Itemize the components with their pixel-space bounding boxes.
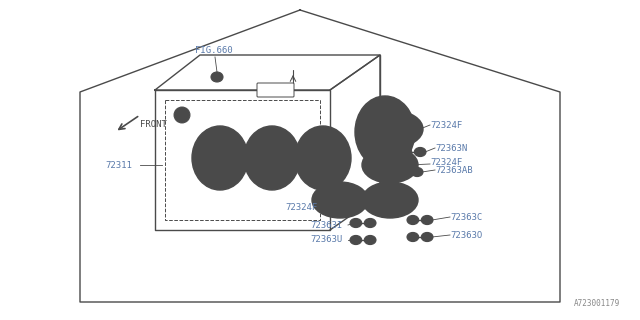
Text: A723001179: A723001179 <box>573 299 620 308</box>
Ellipse shape <box>323 189 357 211</box>
Ellipse shape <box>362 147 418 183</box>
Ellipse shape <box>350 219 362 228</box>
Ellipse shape <box>421 232 433 242</box>
Text: FRONT: FRONT <box>140 120 167 129</box>
Ellipse shape <box>203 138 237 178</box>
Ellipse shape <box>355 96 415 168</box>
Text: FIG.660: FIG.660 <box>195 45 232 54</box>
Ellipse shape <box>417 150 423 154</box>
Ellipse shape <box>407 215 419 225</box>
Ellipse shape <box>367 238 372 242</box>
Ellipse shape <box>373 154 407 176</box>
Ellipse shape <box>410 218 415 222</box>
Ellipse shape <box>350 236 362 244</box>
Ellipse shape <box>174 107 190 123</box>
Text: 72324F: 72324F <box>430 121 462 130</box>
Ellipse shape <box>295 126 351 190</box>
Ellipse shape <box>353 238 358 242</box>
Text: 72363O: 72363O <box>450 230 483 239</box>
Ellipse shape <box>403 150 408 154</box>
Ellipse shape <box>414 148 426 156</box>
Ellipse shape <box>373 189 407 211</box>
Ellipse shape <box>421 215 433 225</box>
Ellipse shape <box>364 219 376 228</box>
Text: 72363N: 72363N <box>435 143 467 153</box>
Ellipse shape <box>306 138 340 178</box>
Ellipse shape <box>407 232 419 242</box>
Text: 72363U: 72363U <box>310 236 342 244</box>
Ellipse shape <box>244 126 300 190</box>
Text: 72324F: 72324F <box>285 203 317 212</box>
Ellipse shape <box>211 72 223 82</box>
Ellipse shape <box>415 170 420 174</box>
Ellipse shape <box>367 111 423 147</box>
Ellipse shape <box>192 126 248 190</box>
Ellipse shape <box>378 118 412 140</box>
Text: 72363AB: 72363AB <box>435 165 472 174</box>
Text: 72363I: 72363I <box>310 220 342 229</box>
Ellipse shape <box>367 110 403 154</box>
Ellipse shape <box>353 221 358 225</box>
Ellipse shape <box>255 138 289 178</box>
Ellipse shape <box>178 111 186 119</box>
Text: 72324F: 72324F <box>430 157 462 166</box>
Ellipse shape <box>362 182 418 218</box>
FancyBboxPatch shape <box>257 83 294 97</box>
Text: 72363C: 72363C <box>450 212 483 221</box>
Ellipse shape <box>412 167 423 177</box>
Ellipse shape <box>397 167 409 177</box>
Ellipse shape <box>312 182 368 218</box>
Ellipse shape <box>367 221 372 225</box>
Ellipse shape <box>400 148 412 156</box>
Text: 72311: 72311 <box>105 161 132 170</box>
Ellipse shape <box>424 218 429 222</box>
Ellipse shape <box>364 236 376 244</box>
Ellipse shape <box>424 235 429 239</box>
Ellipse shape <box>400 170 406 174</box>
Ellipse shape <box>410 235 415 239</box>
